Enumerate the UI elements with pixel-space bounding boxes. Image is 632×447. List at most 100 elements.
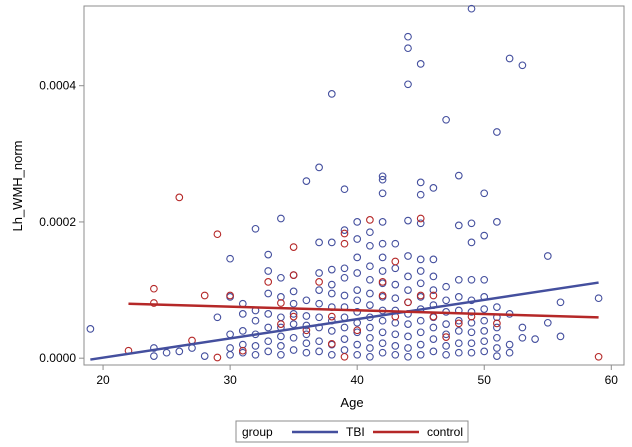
data-point-tbi bbox=[302, 177, 311, 185]
data-point-tbi bbox=[366, 241, 374, 250]
y-axis-label: Lh_WMH_norm bbox=[10, 140, 25, 231]
data-point-tbi bbox=[353, 218, 362, 226]
data-point-tbi bbox=[467, 348, 476, 357]
data-point-tbi bbox=[315, 269, 323, 277]
data-point-tbi bbox=[543, 252, 552, 260]
data-point-tbi bbox=[378, 175, 387, 184]
data-point-control bbox=[378, 291, 387, 300]
data-point-tbi bbox=[327, 265, 336, 274]
data-point-tbi bbox=[378, 267, 387, 275]
data-point-tbi bbox=[480, 327, 489, 335]
data-point-tbi bbox=[251, 350, 260, 359]
data-point-tbi bbox=[505, 348, 514, 357]
data-point-tbi bbox=[264, 267, 273, 275]
data-point-tbi bbox=[404, 80, 412, 89]
data-point-tbi bbox=[454, 293, 463, 301]
data-point-tbi bbox=[442, 330, 450, 339]
data-point-tbi bbox=[353, 235, 362, 243]
data-point-tbi bbox=[467, 275, 476, 284]
data-point-tbi bbox=[404, 272, 412, 281]
data-point-tbi bbox=[543, 318, 552, 327]
data-point-tbi bbox=[454, 221, 463, 230]
data-point-tbi bbox=[429, 335, 438, 343]
data-point-tbi bbox=[378, 189, 387, 198]
data-point-tbi bbox=[416, 190, 425, 199]
data-point-control bbox=[340, 229, 349, 238]
data-point-tbi bbox=[493, 344, 501, 352]
data-point-control bbox=[416, 291, 425, 300]
data-point-tbi bbox=[404, 344, 412, 352]
data-point-tbi bbox=[518, 323, 527, 332]
data-point-tbi bbox=[467, 4, 476, 13]
data-point-tbi bbox=[404, 44, 412, 53]
data-point-tbi bbox=[493, 218, 501, 226]
data-point-control bbox=[594, 352, 603, 361]
data-point-tbi bbox=[467, 308, 476, 316]
fit-lines-layer bbox=[90, 281, 599, 361]
legend-label-control: control bbox=[427, 425, 463, 439]
data-point-control bbox=[277, 299, 285, 307]
data-point-tbi bbox=[467, 328, 476, 337]
data-point-tbi bbox=[366, 228, 374, 237]
legend: group TBI control bbox=[235, 420, 469, 443]
legend-label-tbi: TBI bbox=[346, 425, 365, 439]
data-point-tbi bbox=[429, 255, 438, 264]
data-point-tbi bbox=[315, 299, 323, 308]
data-point-tbi bbox=[404, 216, 412, 225]
x-tick-label: 30 bbox=[223, 373, 237, 387]
x-tick-label: 60 bbox=[605, 373, 619, 387]
x-tick-label: 40 bbox=[350, 373, 364, 387]
data-point-tbi bbox=[493, 303, 501, 311]
data-point-tbi bbox=[353, 340, 362, 349]
data-point-control bbox=[416, 214, 425, 223]
data-point-tbi bbox=[442, 296, 450, 305]
data-point-tbi bbox=[200, 352, 209, 360]
data-point-tbi bbox=[353, 328, 362, 337]
fit-line-control bbox=[128, 302, 599, 319]
data-point-tbi bbox=[404, 332, 412, 341]
data-point-tbi bbox=[404, 286, 412, 294]
data-point-tbi bbox=[264, 337, 273, 346]
data-point-control bbox=[429, 291, 438, 300]
data-point-tbi bbox=[366, 333, 374, 342]
data-point-tbi bbox=[264, 347, 273, 356]
data-point-tbi bbox=[302, 312, 311, 320]
data-point-tbi bbox=[404, 320, 412, 328]
data-point-control bbox=[289, 271, 298, 279]
data-point-tbi bbox=[442, 320, 450, 328]
data-point-tbi bbox=[429, 347, 438, 356]
data-point-tbi bbox=[480, 189, 489, 198]
data-point-tbi bbox=[505, 54, 514, 63]
data-point-tbi bbox=[162, 348, 171, 357]
data-point-tbi bbox=[86, 325, 95, 333]
data-point-control bbox=[454, 319, 463, 328]
data-point-tbi bbox=[251, 342, 260, 350]
data-point-tbi bbox=[454, 171, 463, 180]
data-point-tbi bbox=[404, 252, 412, 260]
data-point-control bbox=[442, 333, 450, 341]
data-point-tbi bbox=[531, 335, 539, 343]
data-point-tbi bbox=[366, 344, 374, 352]
data-point-tbi bbox=[226, 350, 234, 359]
data-point-tbi bbox=[340, 323, 349, 332]
data-point-control bbox=[378, 278, 387, 286]
data-point-tbi bbox=[327, 350, 336, 359]
data-point-control bbox=[404, 298, 412, 307]
y-tick-label: 0.0002 bbox=[39, 215, 76, 229]
data-point-tbi bbox=[429, 272, 438, 281]
data-point-tbi bbox=[150, 352, 158, 360]
y-tick-label: 0.0000 bbox=[39, 351, 76, 365]
data-point-tbi bbox=[467, 238, 476, 247]
data-point-control bbox=[150, 284, 158, 293]
data-point-tbi bbox=[442, 282, 450, 291]
data-point-tbi bbox=[289, 299, 298, 308]
data-point-tbi bbox=[238, 310, 247, 318]
data-point-control bbox=[391, 257, 400, 266]
legend-title: group bbox=[242, 425, 273, 439]
data-point-control bbox=[226, 291, 234, 300]
data-point-tbi bbox=[315, 337, 323, 346]
data-point-tbi bbox=[289, 346, 298, 354]
data-point-tbi bbox=[429, 323, 438, 332]
data-point-tbi bbox=[416, 219, 425, 228]
data-point-tbi bbox=[302, 339, 311, 348]
